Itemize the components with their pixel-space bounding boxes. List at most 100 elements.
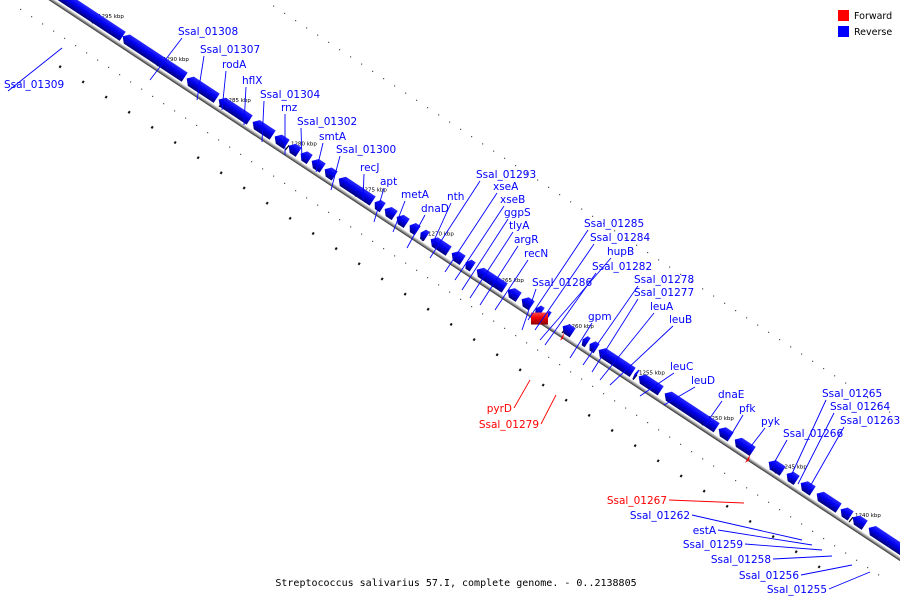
gene-label[interactable]: Ssal_01259 [683, 539, 743, 551]
gene-label[interactable]: tlyA [509, 220, 530, 232]
gene-label[interactable]: metA [401, 189, 430, 201]
gene-label[interactable]: Ssal_01308 [178, 26, 238, 38]
gene-label[interactable]: Ssal_01256 [739, 570, 799, 582]
guide-dot [570, 371, 572, 373]
gene-label[interactable]: recJ [360, 162, 379, 174]
guide-dash [656, 459, 660, 463]
legend-reverse-label: Reverse [854, 27, 892, 38]
gene-leader-line [406, 214, 426, 249]
gene-leader-line [797, 412, 835, 485]
gene-label[interactable]: recN [524, 248, 548, 260]
gene-label[interactable]: Ssal_01266 [783, 428, 843, 440]
gene-label[interactable]: Ssal_01300 [336, 144, 396, 156]
tick-label: 1280 kbp [291, 141, 317, 147]
guide-dot [328, 41, 330, 43]
gene-label[interactable]: xseB [500, 194, 525, 206]
gene-label[interactable]: ggpS [504, 207, 531, 219]
gene-leader-line [429, 180, 481, 259]
reverse-gene-block [562, 324, 576, 338]
gene-label[interactable]: dnaD [421, 203, 449, 215]
gene-label[interactable]: Ssal_01267 [607, 495, 667, 507]
gene-label[interactable]: rodA [222, 59, 247, 71]
gene-leader-line [591, 298, 639, 373]
guide-dash [357, 262, 361, 266]
guide-dot [669, 436, 671, 438]
gene-label[interactable]: leuA [650, 301, 674, 313]
gene-label[interactable]: pyrD [487, 403, 512, 415]
reverse-gene-block [420, 229, 430, 242]
guide-dash [472, 337, 476, 342]
guide-dot [361, 233, 363, 235]
gene-label[interactable]: Ssal_01264 [830, 401, 890, 413]
gene-label[interactable]: Ssal_01307 [200, 44, 260, 56]
gene-label[interactable]: pyk [761, 416, 781, 428]
gene-label[interactable]: Ssal_01277 [634, 287, 694, 299]
guide-dash [127, 110, 131, 114]
gene-label[interactable]: hupB [607, 246, 634, 258]
gene-label[interactable]: gpm [588, 311, 612, 323]
gene-label[interactable]: apt [380, 176, 397, 188]
guide-dot [746, 487, 748, 489]
guide-dot [196, 124, 198, 126]
reverse-gene-block [800, 481, 816, 496]
gene-leader-line [569, 322, 593, 359]
guide-dot [284, 182, 286, 184]
gene-label[interactable]: estA [693, 525, 717, 537]
guide-dot [702, 458, 704, 460]
guide-dot [581, 208, 583, 210]
gene-label[interactable]: Ssal_01282 [592, 261, 652, 273]
guide-dot [603, 222, 605, 225]
genome-backbone [38, 0, 900, 564]
guide-dot [339, 49, 341, 51]
gene-label[interactable]: leuB [669, 314, 692, 326]
guide-dot [174, 110, 176, 112]
gene-label[interactable]: Ssal_01284 [590, 232, 650, 244]
gene-label[interactable]: dnaE [718, 389, 744, 401]
gene-label[interactable]: hflX [242, 75, 262, 87]
gene-leader-line [609, 325, 674, 386]
gene-label[interactable]: Ssal_01304 [260, 89, 320, 101]
gene-label[interactable]: smtA [319, 131, 347, 143]
tick-label: 1265 kbp [498, 278, 524, 284]
background-dot-guides [20, 5, 891, 576]
legend-forward-swatch [838, 10, 849, 21]
guide-dot [757, 324, 759, 326]
gene-label[interactable]: rnz [281, 102, 298, 114]
guide-dot [625, 407, 627, 409]
guide-dot [438, 114, 440, 116]
gene-label[interactable]: Ssal_01309 [4, 79, 64, 91]
guide-dot [779, 338, 781, 341]
guide-dot [592, 215, 594, 217]
gene-label[interactable]: Ssal_01255 [767, 584, 827, 596]
reverse-gene-block [816, 491, 842, 513]
guide-dot [20, 8, 22, 11]
guide-dash [173, 140, 177, 145]
guide-dash [242, 186, 246, 190]
gene-label[interactable]: Ssal_01293 [476, 169, 536, 181]
gene-label[interactable]: Ssal_01258 [711, 554, 771, 566]
gene-label[interactable]: leuD [691, 375, 715, 387]
guide-dot [702, 288, 704, 290]
guide-dot [603, 392, 605, 395]
gene-label[interactable]: pfk [739, 403, 756, 415]
guide-dot [614, 230, 616, 232]
gene-label[interactable]: Ssal_01279 [479, 419, 539, 431]
gene-label[interactable]: Ssal_01263 [840, 415, 900, 427]
gene-label[interactable]: argR [514, 234, 539, 246]
gene-label[interactable]: Ssal_01302 [297, 116, 357, 128]
gene-label[interactable]: Ssal_01286 [532, 277, 592, 289]
guide-dot [724, 472, 726, 474]
gene-label[interactable]: nth [447, 191, 464, 203]
guide-dot [768, 331, 770, 333]
guide-dot [273, 5, 275, 7]
tick-label: 1260 kbp [568, 324, 594, 330]
gene-label[interactable]: Ssal_01278 [634, 274, 694, 286]
gene-label[interactable]: Ssal_01265 [822, 388, 882, 400]
gene-label[interactable]: xseA [493, 181, 519, 193]
gene-label[interactable]: Ssal_01262 [630, 510, 690, 522]
guide-dot [416, 269, 418, 271]
guide-dash [725, 504, 729, 508]
gene-label[interactable]: Ssal_01285 [584, 218, 644, 230]
gene-label[interactable]: leuC [670, 361, 693, 373]
